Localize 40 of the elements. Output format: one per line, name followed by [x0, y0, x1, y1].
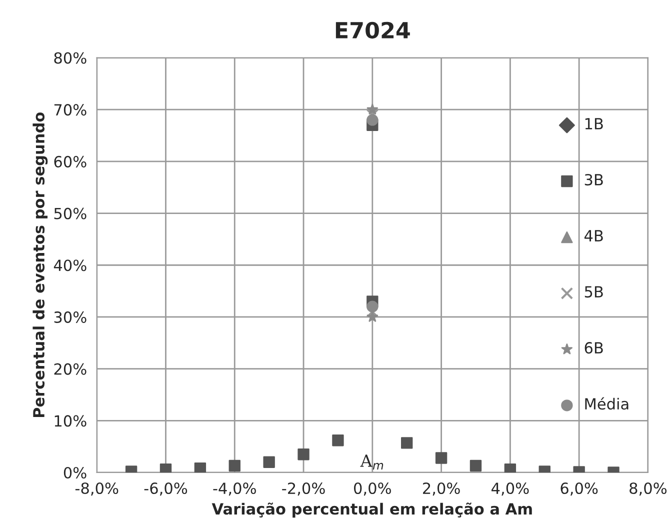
y-tick-label: 30% — [54, 311, 86, 323]
point — [298, 448, 310, 460]
y-tick-label: 10% — [54, 415, 86, 427]
x-tick-label: -2,0% — [282, 482, 325, 496]
point — [435, 452, 448, 464]
point — [332, 434, 344, 446]
y-tick-label: 0% — [64, 466, 86, 479]
point — [263, 456, 275, 468]
point — [194, 462, 206, 472]
legend-label: 1B — [585, 118, 603, 130]
point — [366, 104, 378, 114]
x-tick-label: 4,0% — [492, 482, 529, 496]
x-tick-label: -4,0% — [213, 482, 256, 496]
y-tick-label: 60% — [54, 156, 86, 168]
x-tick-label: 6,0% — [560, 482, 598, 496]
x-tick-label: 8,0% — [630, 482, 667, 496]
x-axis-title: Variação percentual em relação a Am — [212, 502, 532, 518]
point — [366, 311, 378, 322]
legend-label: 5B — [584, 286, 603, 298]
y-tick-label: 40% — [54, 260, 86, 272]
point — [228, 460, 240, 472]
point — [470, 460, 482, 472]
x-tick-label: -6,0% — [144, 482, 188, 496]
point — [401, 437, 413, 449]
annotation: A$_{m}$ — [360, 454, 384, 470]
legend-label: 3B — [584, 174, 603, 186]
chart-title: E7024 — [336, 22, 410, 39]
y-tick-label: 50% — [54, 208, 86, 220]
point — [366, 300, 378, 312]
y-tick-label: 20% — [54, 363, 86, 375]
x-tick-label: -8,0% — [75, 482, 118, 496]
legend-label: 6B — [584, 342, 603, 354]
point — [366, 114, 378, 126]
legend-label: Média — [585, 397, 628, 410]
y-tick-label: 70% — [54, 104, 86, 116]
y-axis-title: Percentual de eventos por segundo — [32, 112, 48, 418]
x-tick-label: 2,0% — [423, 482, 460, 496]
x-tick-label: 0,0% — [354, 482, 391, 496]
legend-label: 4B — [584, 230, 603, 242]
y-tick-label: 80% — [54, 52, 86, 64]
